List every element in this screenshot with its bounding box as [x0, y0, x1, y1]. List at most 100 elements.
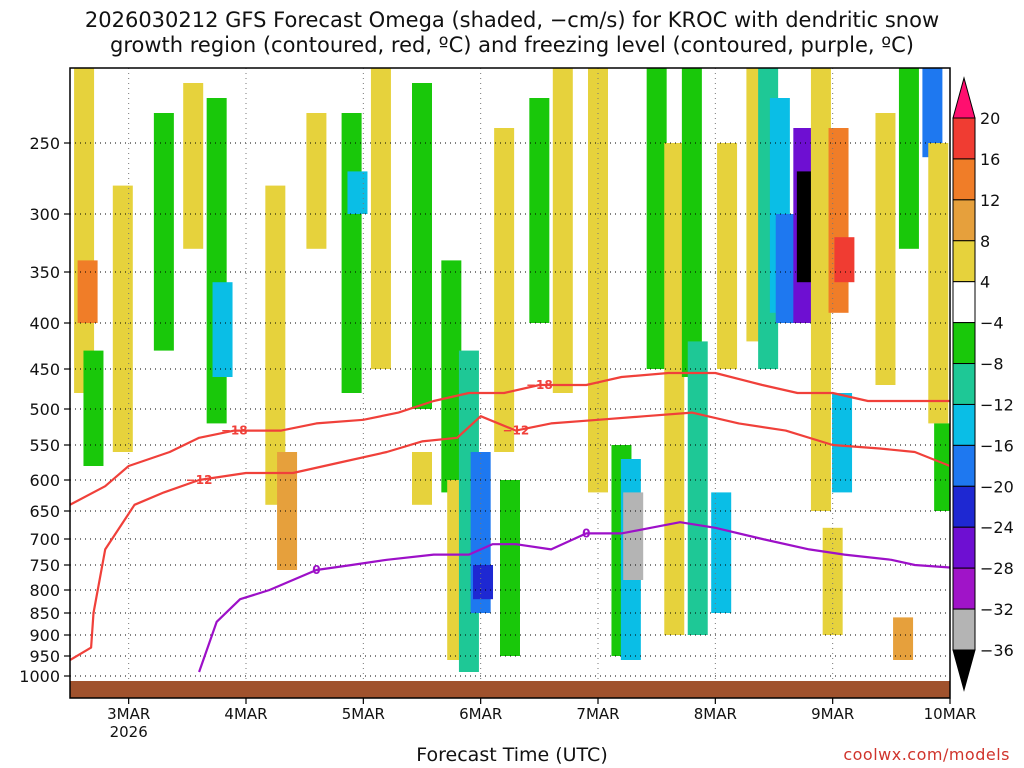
colorbar-segment-13	[952, 608, 976, 651]
x-tick-label-1: 4MAR	[224, 705, 267, 723]
omega-cell-13	[370, 68, 391, 369]
omega-cell-29	[646, 68, 667, 369]
colorbar-segment-11	[952, 526, 976, 569]
colorbar-label-5: −4	[980, 314, 1004, 333]
freezing-contour-0	[198, 521, 950, 673]
omega-cell-7	[212, 282, 233, 377]
y-tick-label-14: 950	[29, 647, 60, 666]
y-tick-label-13: 900	[29, 626, 60, 645]
y-tick-label-12: 850	[29, 604, 60, 623]
colorbar: 20 16 12 8 4 −4 −8 −12 −16 −20 −24 −28 −32 −36	[952, 76, 1014, 692]
omega-cell-16	[441, 260, 462, 493]
omega-cell-44	[834, 237, 855, 283]
y-tick-label-2: 350	[29, 263, 60, 282]
colorbar-label-10: −24	[980, 518, 1014, 537]
y-tick-label-7: 600	[29, 471, 60, 490]
omega-cell-0	[74, 68, 95, 393]
omega-cell-14	[412, 83, 432, 409]
contour-lines: −18 −18 −12 −12 0 0	[70, 371, 950, 673]
x-tick-sublabel-0: 2026	[110, 723, 148, 741]
omega-cell-5	[183, 83, 204, 249]
y-tick-label-0: 250	[29, 134, 60, 153]
colorbar-label-8: −16	[980, 436, 1014, 455]
grid-lines	[70, 68, 950, 698]
omega-cell-47	[898, 68, 919, 249]
colorbar-label-13: −36	[980, 641, 1014, 660]
colorbar-segment-12	[952, 567, 976, 610]
omega-cell-20	[473, 565, 494, 600]
omega-cell-51	[934, 423, 950, 511]
ground-terrain	[70, 681, 950, 698]
omega-cell-25	[588, 68, 608, 493]
freezing-contour-label-0-1: 0	[582, 526, 590, 540]
colorbar-segment-7	[952, 363, 976, 405]
colorbar-segment-9	[952, 444, 976, 487]
x-axis-label: Forecast Time (UTC)	[416, 744, 608, 766]
x-tick-label-3: 6MAR	[459, 705, 502, 723]
colorbar-segment-3	[952, 199, 976, 242]
colorbar-segment-6	[952, 322, 976, 365]
x-tick-label-0: 3MAR	[107, 705, 150, 723]
omega-cell-50	[928, 143, 949, 424]
y-tick-label-10: 750	[29, 556, 60, 575]
omega-cell-11	[341, 113, 362, 393]
omega-cell-43	[828, 128, 849, 313]
colorbar-segment-10	[952, 485, 976, 528]
omega-cell-22	[500, 480, 520, 656]
colorbar-label-1: 16	[980, 150, 1000, 169]
omega-cell-21	[494, 128, 515, 452]
plot-frame	[69, 67, 951, 699]
x-tick-label-6: 9MAR	[811, 705, 854, 723]
credit-text: coolwx.com/models	[843, 745, 1010, 764]
dgz-contour-label-1-1: −12	[502, 424, 529, 438]
omega-shading	[74, 68, 950, 672]
omega-cell-38	[775, 214, 796, 323]
omega-cell-34	[717, 143, 738, 369]
y-axis-ticks: 250 300 350 400 450 500 550 600 650 700 750 800 850 9…	[19, 134, 70, 686]
colorbar-label-11: −28	[980, 559, 1014, 578]
omega-cell-48	[893, 617, 914, 660]
dgz-contour-label-1-0: −12	[186, 473, 213, 487]
omega-cell-28	[623, 492, 644, 580]
y-tick-label-8: 650	[29, 502, 60, 521]
omega-cell-32	[687, 341, 708, 635]
dgz-contour-label-0-0: −18	[221, 424, 248, 438]
omega-cell-1	[77, 260, 98, 323]
y-tick-label-11: 800	[29, 581, 60, 600]
omega-cell-9	[277, 452, 298, 570]
freezing-contour-label-0-0: 0	[312, 563, 320, 577]
omega-cell-45	[832, 393, 853, 493]
colorbar-label-3: 8	[980, 232, 990, 251]
omega-cell-2	[83, 350, 104, 466]
omega-cell-30	[664, 143, 685, 635]
dgz-contour-1	[70, 411, 950, 661]
omega-cell-46	[875, 113, 896, 385]
y-tick-label-6: 550	[29, 436, 60, 455]
colorbar-segment-5	[952, 281, 976, 324]
colorbar-label-0: 20	[980, 109, 1000, 128]
x-tick-label-5: 8MAR	[694, 705, 737, 723]
omega-cell-33	[711, 492, 732, 613]
y-tick-label-5: 500	[29, 400, 60, 419]
colorbar-label-9: −20	[980, 477, 1014, 496]
x-tick-label-4: 7MAR	[576, 705, 619, 723]
omega-cell-4	[153, 113, 174, 351]
omega-cell-49	[922, 68, 943, 158]
y-tick-label-9: 700	[29, 530, 60, 549]
x-tick-label-2: 5MAR	[342, 705, 385, 723]
dgz-contour-0	[70, 371, 950, 506]
omega-cell-3	[112, 185, 133, 452]
dgz-contour-label-0-1: −18	[526, 378, 553, 392]
y-tick-label-4: 450	[29, 360, 60, 379]
chart-title-line2: growth region (contoured, red, ºC) and f…	[110, 33, 914, 57]
omega-cell-31	[681, 68, 702, 377]
omega-cell-15	[412, 452, 432, 505]
colorbar-label-4: 4	[980, 273, 990, 292]
omega-cell-8	[265, 185, 286, 505]
y-tick-label-1: 300	[29, 205, 60, 224]
omega-cell-12	[347, 171, 368, 214]
colorbar-segment-8	[952, 403, 976, 446]
omega-cell-23	[529, 98, 550, 323]
colorbar-bottom-arrow	[952, 649, 976, 692]
